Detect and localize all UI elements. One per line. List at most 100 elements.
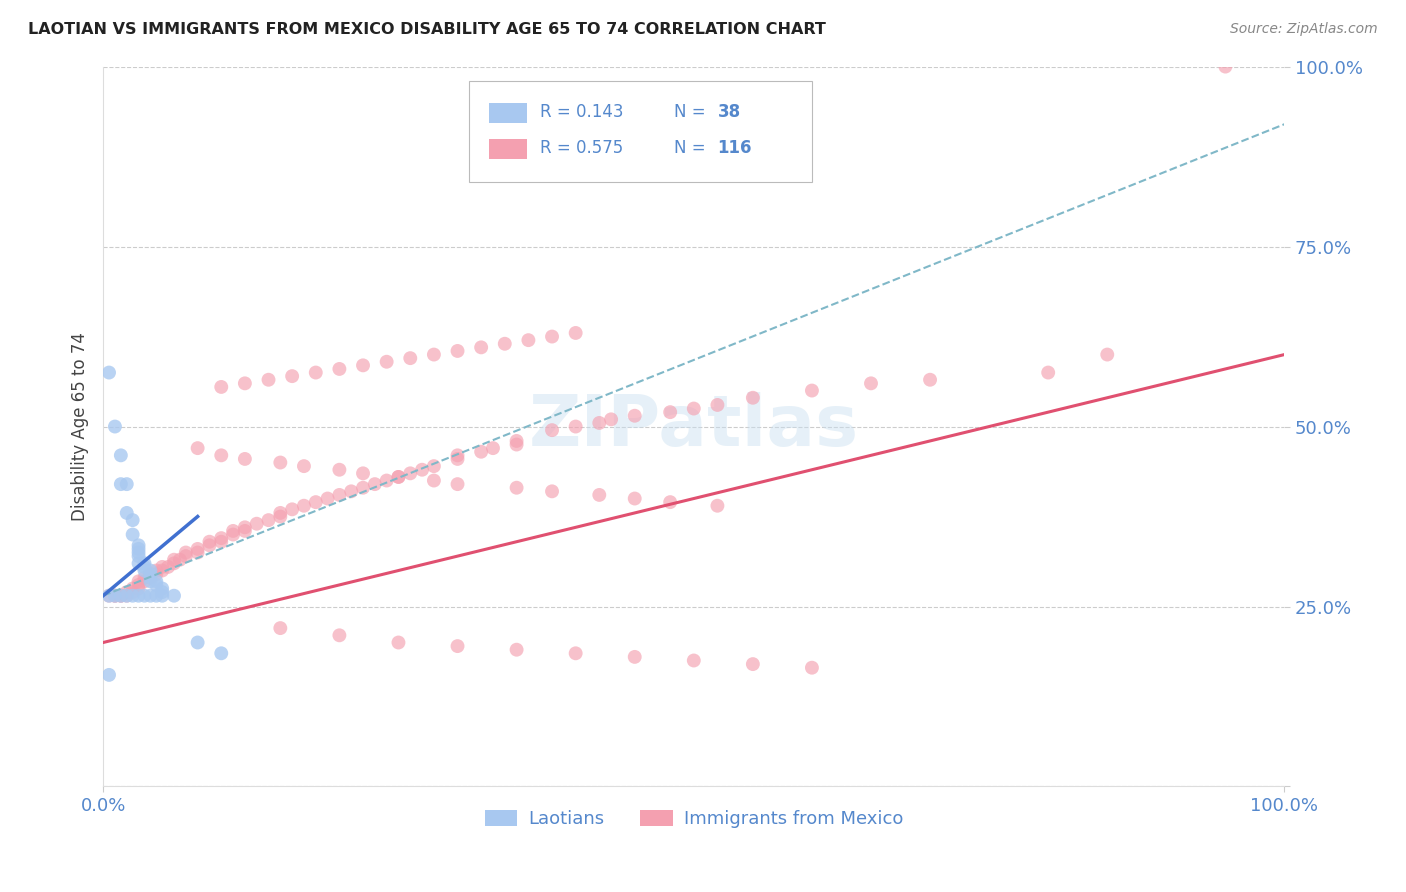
Point	[588, 488, 610, 502]
Point	[281, 502, 304, 516]
Point	[209, 448, 232, 462]
Point	[128, 549, 150, 563]
Text: 116: 116	[717, 139, 752, 157]
Point	[541, 423, 564, 437]
Point	[163, 589, 186, 603]
Point	[115, 589, 138, 603]
Point	[139, 567, 162, 582]
Point	[233, 376, 256, 391]
Point	[269, 509, 291, 524]
Point	[128, 557, 150, 571]
Point	[157, 560, 180, 574]
Point	[115, 585, 138, 599]
Point	[209, 534, 232, 549]
Point	[623, 409, 645, 423]
Point	[134, 589, 156, 603]
Point	[446, 639, 468, 653]
Point	[257, 373, 280, 387]
Point	[139, 571, 162, 585]
Point	[198, 534, 221, 549]
Point	[352, 467, 374, 481]
Point	[233, 520, 256, 534]
Point	[121, 582, 143, 596]
Point	[139, 567, 162, 582]
Point	[139, 589, 162, 603]
Point	[145, 567, 167, 582]
Bar	[489, 139, 527, 160]
Point	[174, 549, 197, 563]
Point	[494, 336, 516, 351]
Point	[364, 477, 387, 491]
Point	[139, 571, 162, 585]
Point	[110, 589, 132, 603]
Point	[305, 366, 328, 380]
Point	[110, 477, 132, 491]
Point	[340, 484, 363, 499]
Point	[222, 527, 245, 541]
Point	[233, 452, 256, 467]
Point	[800, 661, 823, 675]
Point	[110, 448, 132, 462]
Point	[423, 347, 446, 361]
Point	[150, 589, 173, 603]
Point	[470, 444, 492, 458]
Point	[115, 589, 138, 603]
Point	[128, 574, 150, 589]
Point	[115, 506, 138, 520]
Text: LAOTIAN VS IMMIGRANTS FROM MEXICO DISABILITY AGE 65 TO 74 CORRELATION CHART: LAOTIAN VS IMMIGRANTS FROM MEXICO DISABI…	[28, 22, 825, 37]
Point	[246, 516, 269, 531]
Point	[121, 513, 143, 527]
Point	[505, 437, 527, 451]
Point	[110, 589, 132, 603]
Point	[446, 343, 468, 358]
Point	[706, 398, 728, 412]
Point	[1097, 347, 1119, 361]
Point	[121, 585, 143, 599]
Text: ZIPatlas: ZIPatlas	[529, 392, 859, 461]
Point	[505, 481, 527, 495]
Point	[98, 589, 121, 603]
Point	[564, 646, 586, 660]
Point	[1038, 366, 1060, 380]
Point	[316, 491, 339, 506]
Point	[209, 380, 232, 394]
Point	[387, 635, 409, 649]
Point	[918, 373, 941, 387]
Point	[659, 405, 682, 419]
Point	[399, 467, 422, 481]
Point	[741, 391, 763, 405]
Point	[800, 384, 823, 398]
Point	[187, 541, 209, 556]
Point	[163, 552, 186, 566]
Point	[600, 412, 623, 426]
Point	[150, 564, 173, 578]
Point	[150, 582, 173, 596]
Point	[375, 474, 398, 488]
Point	[98, 668, 121, 682]
Point	[541, 484, 564, 499]
Point	[209, 531, 232, 545]
Point	[134, 564, 156, 578]
Point	[564, 419, 586, 434]
Point	[328, 463, 350, 477]
Text: Source: ZipAtlas.com: Source: ZipAtlas.com	[1230, 22, 1378, 37]
Point	[139, 574, 162, 589]
Point	[233, 524, 256, 538]
Y-axis label: Disability Age 65 to 74: Disability Age 65 to 74	[72, 332, 89, 521]
Point	[292, 499, 315, 513]
Point	[352, 481, 374, 495]
Point	[98, 589, 121, 603]
Point	[150, 585, 173, 599]
Point	[292, 459, 315, 474]
Point	[659, 495, 682, 509]
Point	[121, 589, 143, 603]
Point	[470, 340, 492, 354]
Point	[128, 541, 150, 556]
Point	[682, 401, 704, 416]
Point	[682, 653, 704, 667]
Point	[145, 564, 167, 578]
Point	[281, 369, 304, 384]
Point	[174, 545, 197, 559]
Point	[134, 571, 156, 585]
Point	[269, 456, 291, 470]
